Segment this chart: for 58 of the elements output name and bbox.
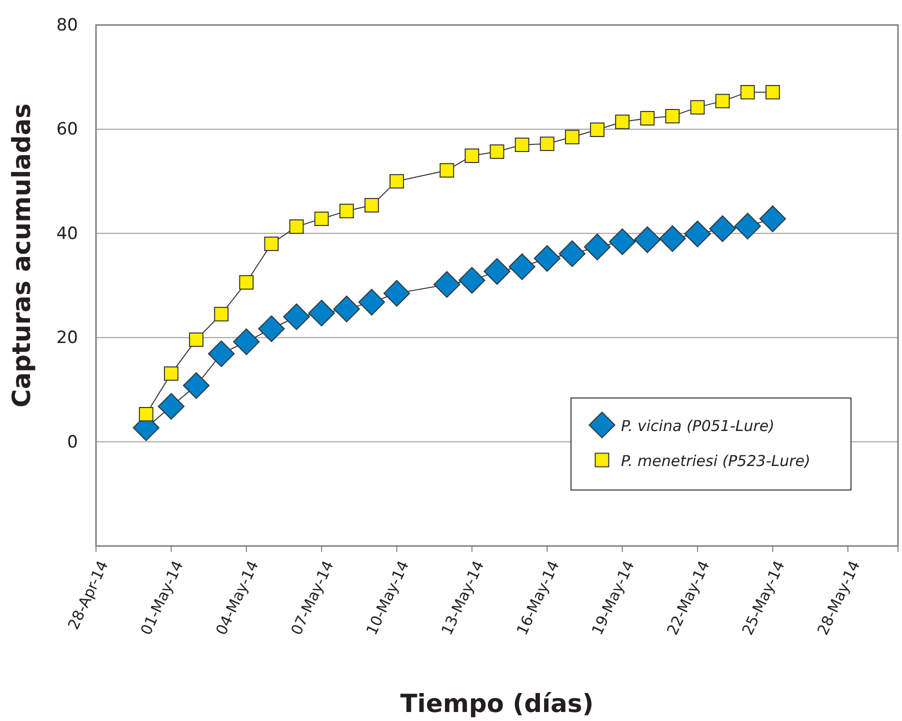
point [339, 204, 354, 218]
point [759, 205, 786, 232]
point [333, 296, 360, 322]
point [615, 114, 630, 130]
point [484, 258, 510, 285]
point [358, 288, 386, 316]
point [564, 130, 580, 144]
point [264, 236, 279, 252]
point [458, 266, 486, 294]
point [490, 144, 504, 159]
point [608, 228, 636, 256]
point [233, 328, 260, 356]
point [189, 332, 204, 347]
point [540, 136, 554, 152]
point [665, 108, 680, 124]
x-axis-title: Tiempo (días) [400, 689, 594, 718]
point [640, 111, 655, 126]
point [634, 226, 661, 253]
legend-label: P. menetriesi (P523-Lure) [621, 452, 810, 470]
point [740, 84, 755, 100]
point [440, 163, 454, 178]
point [558, 240, 586, 268]
point [464, 148, 480, 163]
legend-label: P. vicina (P051-Lure) [621, 417, 774, 435]
point [390, 174, 404, 189]
point [690, 100, 705, 115]
point [164, 366, 178, 381]
point [434, 271, 460, 298]
point [182, 372, 210, 399]
point [659, 225, 686, 252]
point [158, 393, 185, 420]
y-tick-label: 40 [56, 224, 78, 244]
y-tick-label: 60 [56, 120, 78, 140]
point [514, 138, 530, 152]
point [208, 340, 235, 368]
y-axis-title: Capturas acumuladas [7, 103, 36, 408]
point [734, 212, 761, 240]
y-tick-label: 0 [67, 432, 78, 452]
point [289, 219, 304, 234]
point [534, 245, 560, 272]
point [709, 215, 736, 242]
y-tick-label: 80 [56, 15, 78, 36]
point [308, 300, 335, 326]
point [214, 306, 229, 322]
point [364, 198, 379, 212]
point [283, 303, 310, 330]
point [239, 275, 254, 290]
point [138, 406, 154, 422]
point [715, 94, 730, 108]
y-tick-label: 20 [56, 328, 78, 348]
point [258, 315, 285, 342]
point [684, 220, 711, 248]
point [590, 122, 604, 137]
point [765, 84, 780, 100]
point [508, 253, 536, 280]
point [383, 280, 410, 307]
point [584, 234, 611, 260]
point [314, 212, 329, 226]
